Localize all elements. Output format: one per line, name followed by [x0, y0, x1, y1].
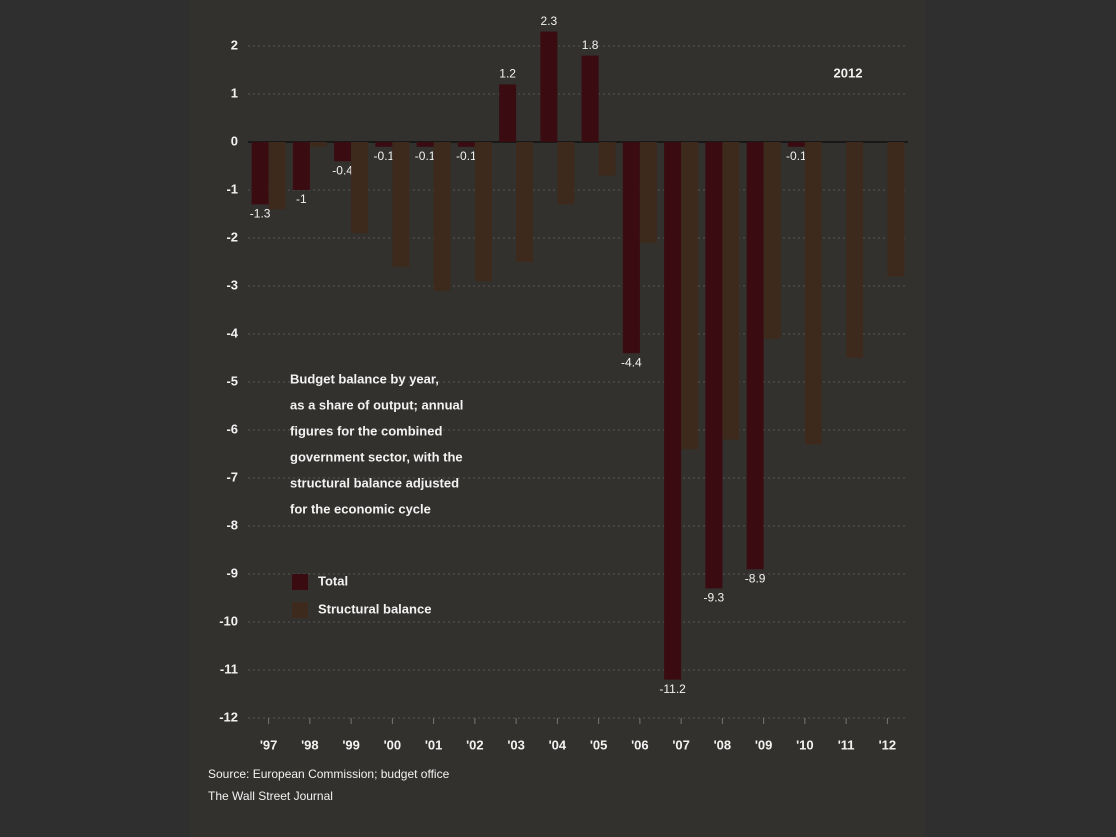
bar: [251, 142, 269, 205]
data-label: -1: [296, 192, 307, 206]
x-tick-label: '08: [714, 737, 732, 752]
source: The Wall Street Journal: [208, 789, 333, 803]
data-label: 1.2: [499, 67, 516, 81]
x-tick-label: '10: [796, 737, 814, 752]
bar: [581, 55, 599, 142]
bar: [334, 142, 352, 162]
data-label: 2.3: [541, 14, 558, 28]
y-tick-label: 2: [231, 37, 238, 52]
data-label: -8.9: [745, 571, 766, 585]
bar: [681, 142, 699, 450]
y-tick-label: -9: [226, 565, 238, 580]
bar: [474, 142, 492, 282]
bar: [722, 142, 740, 440]
data-label: -0.4: [332, 163, 353, 177]
bar: [787, 142, 805, 147]
bar: [351, 142, 369, 234]
bar: [598, 142, 616, 176]
x-tick-label: '98: [301, 737, 319, 752]
bar: [540, 31, 558, 143]
annotation: structural balance adjusted: [290, 475, 459, 490]
y-tick-label: -5: [226, 373, 238, 388]
bar: [846, 142, 864, 358]
x-tick-label: '07: [672, 737, 690, 752]
data-label: -9.3: [704, 591, 725, 605]
bar: [887, 142, 905, 277]
annotation: for the economic cycle: [290, 501, 431, 516]
x-tick-label: '97: [260, 737, 278, 752]
bar: [763, 142, 781, 339]
annotation: as a share of output; annual: [290, 397, 463, 412]
bar: [292, 142, 310, 190]
annotation: figures for the combined: [290, 423, 442, 438]
y-tick-label: -2: [226, 229, 238, 244]
y-tick-label: -6: [226, 421, 238, 436]
data-label: -0.1: [374, 149, 395, 163]
bar: [705, 142, 723, 589]
bar: [375, 142, 393, 147]
bar: [457, 142, 475, 147]
chart-title: 2012: [834, 65, 863, 80]
annotation: government sector, with the: [290, 449, 463, 464]
bar: [309, 142, 327, 147]
data-label: -0.1: [415, 149, 436, 163]
bar: [416, 142, 434, 147]
y-tick-label: -11: [220, 661, 238, 676]
x-tick-label: '12: [879, 737, 897, 752]
x-tick-label: '99: [342, 737, 360, 752]
y-tick-label: -12: [219, 709, 238, 724]
annotation: Budget balance by year,: [290, 371, 439, 386]
data-label: -0.1: [786, 149, 807, 163]
bar: [268, 142, 286, 210]
bar: [516, 142, 534, 262]
bar: [557, 142, 575, 205]
y-tick-label: -7: [226, 469, 238, 484]
y-tick-label: 1: [231, 85, 238, 100]
x-tick-label: '06: [631, 737, 649, 752]
x-tick-label: '09: [755, 737, 773, 752]
y-tick-label: -1: [226, 181, 238, 196]
bar: [804, 142, 822, 445]
legend-swatch: [292, 574, 308, 590]
bar: [639, 142, 657, 243]
data-label: -4.4: [621, 355, 642, 369]
bar: [499, 84, 517, 142]
x-tick-label: '02: [466, 737, 484, 752]
legend-label: Structural balance: [318, 601, 431, 616]
bar: [433, 142, 451, 291]
legend-swatch: [292, 602, 308, 618]
x-tick-label: '00: [384, 737, 402, 752]
x-tick-label: '05: [590, 737, 608, 752]
x-tick-label: '04: [549, 737, 567, 752]
source: Source: European Commission; budget offi…: [208, 767, 450, 781]
y-tick-label: -10: [219, 613, 238, 628]
y-tick-label: 0: [231, 133, 238, 148]
data-label: -11.2: [659, 682, 686, 696]
x-tick-label: '11: [838, 737, 855, 752]
bar: [622, 142, 640, 354]
bar: [664, 142, 682, 680]
data-label: -0.1: [456, 149, 477, 163]
x-tick-label: '01: [425, 737, 443, 752]
y-tick-label: -4: [226, 325, 238, 340]
legend-label: Total: [318, 573, 348, 588]
bar: [392, 142, 410, 267]
x-tick-label: '03: [507, 737, 525, 752]
y-tick-label: -8: [226, 517, 238, 532]
bar: [746, 142, 764, 570]
panel: [190, 0, 925, 837]
y-tick-label: -3: [226, 277, 238, 292]
data-label: 1.8: [582, 38, 599, 52]
data-label: -1.3: [250, 207, 271, 221]
